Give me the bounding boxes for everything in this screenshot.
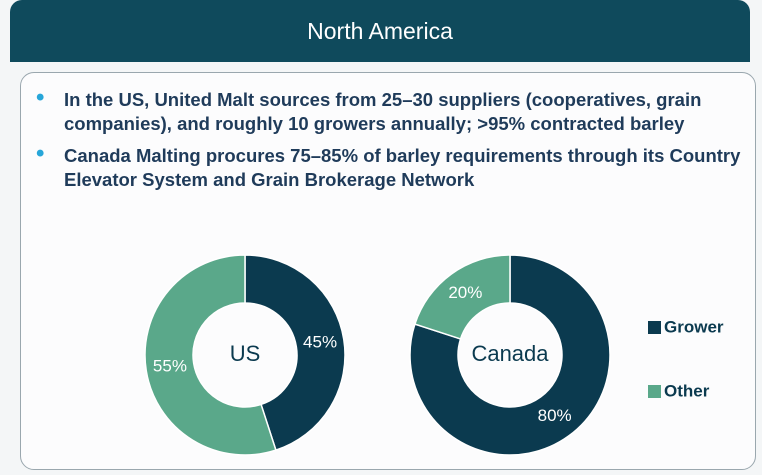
- content-box: [20, 72, 756, 470]
- bullet-list: In the US, United Malt sources from 25–3…: [36, 86, 751, 200]
- data-label: 80%: [538, 406, 572, 425]
- center-label: Canada: [471, 341, 549, 366]
- center-label: US: [230, 341, 261, 366]
- legend-swatch: [648, 321, 661, 334]
- donut-slice: [144, 254, 277, 456]
- data-label: 45%: [303, 333, 337, 352]
- data-label: 55%: [153, 356, 187, 375]
- donut-slice: [244, 254, 346, 452]
- header-title: North America: [307, 17, 453, 44]
- legend-label: Grower: [664, 317, 724, 336]
- donut-slice: [409, 254, 611, 456]
- legend-label: Other: [664, 381, 710, 400]
- header: North America: [10, 0, 750, 62]
- data-label: 20%: [448, 283, 482, 302]
- bullet: In the US, United Malt sources from 25–3…: [36, 86, 751, 136]
- donut-slice: [413, 254, 511, 340]
- legend-swatch: [648, 385, 661, 398]
- bullet: Canada Malting procures 75–85% of barley…: [36, 142, 751, 192]
